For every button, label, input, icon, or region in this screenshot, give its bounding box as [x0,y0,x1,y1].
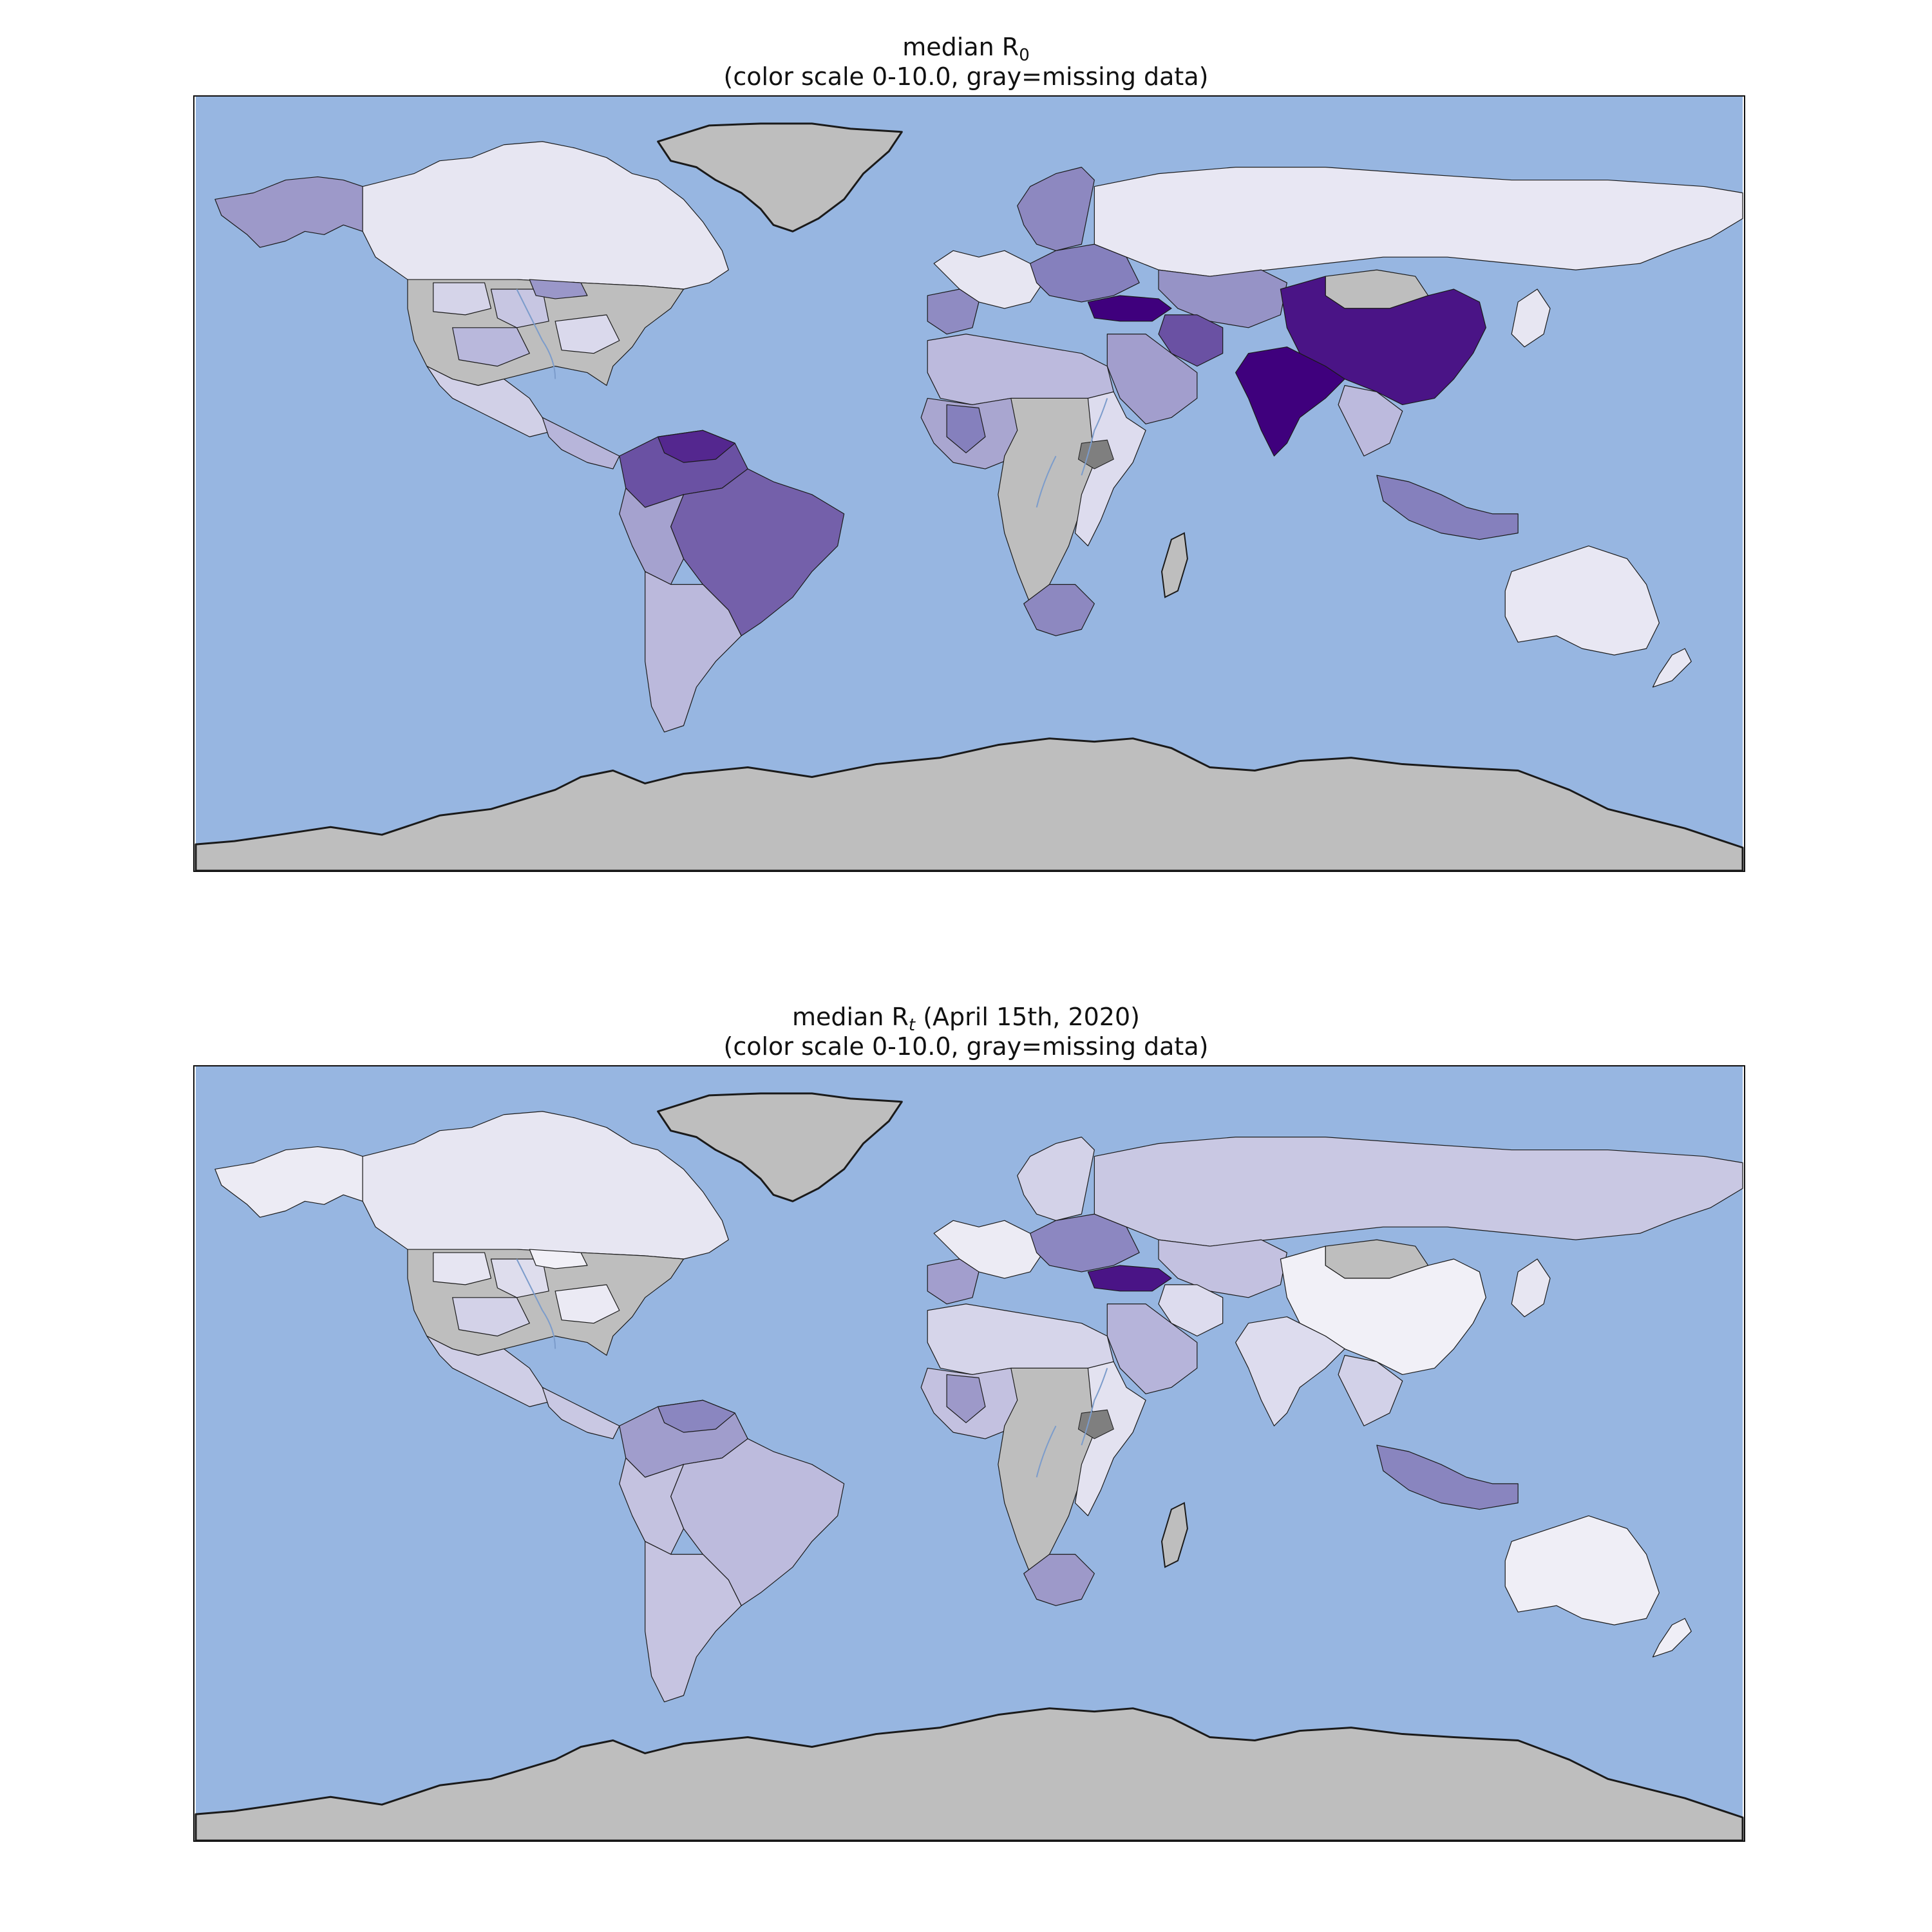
region-us-states-2 [529,279,588,299]
map-subtitle-rt: (color scale 0-10.0, gray=missing data) [723,1032,1209,1061]
region-venezuela-core [658,1399,735,1433]
region-greenland [657,1092,903,1202]
region-arabia [1106,1303,1198,1394]
region-venezuela-core [658,430,735,463]
region-us-states-4 [554,1284,620,1324]
title-text: median R [902,33,1019,61]
region-southern-cone [645,571,742,733]
region-iran [1158,1284,1224,1337]
region-iberia [927,1258,980,1305]
region-madagascar [1160,1502,1188,1568]
world-map-r0 [193,95,1745,872]
region-antarctica [194,1707,1744,1841]
region-west-africa-dark [946,404,986,453]
region-central-asia [1158,1239,1287,1298]
river-1 [1081,1368,1108,1446]
river-2 [1036,1425,1057,1478]
region-us-states-0 [433,282,492,316]
region-japan [1511,289,1551,348]
region-india [1235,346,1345,457]
map-title-r0: median R0 [0,32,1932,70]
region-central-asia [1158,269,1287,328]
region-south-sudan [1077,439,1114,469]
region-us-states-2 [529,1249,588,1269]
region-central-america [542,1387,620,1439]
title-suffix: (April 15th, 2020) [915,1003,1140,1031]
region-andes [619,488,685,585]
region-alaska [214,1146,363,1218]
title-text: median R [791,1003,909,1031]
region-indonesia [1376,1444,1519,1510]
region-south-africa [1023,1553,1095,1606]
region-southern-cone [645,1540,742,1703]
region-australia [1504,1515,1660,1625]
river-2 [1036,455,1057,508]
region-alaska [214,176,363,248]
region-turkey [1087,1265,1172,1292]
region-greenland [657,122,903,232]
region-us-states-0 [433,1252,492,1285]
map-svg-rt [194,1066,1744,1841]
region-central-america [542,417,620,469]
region-south-sudan [1077,1409,1114,1439]
region-eastern-europe [1030,243,1140,303]
title-subscript: t [908,1016,916,1035]
region-us-states-4 [554,314,620,354]
region-east-africa [1074,391,1146,547]
region-west-africa-dark [946,1374,986,1423]
river-0 [516,1258,556,1349]
world-map-rt [193,1065,1745,1842]
region-east-africa [1074,1361,1146,1517]
map-subtitle-r0: (color scale 0-10.0, gray=missing data) [723,62,1209,91]
region-antarctica [194,737,1744,871]
region-southeast-asia [1338,384,1403,457]
region-andes [619,1457,685,1555]
map-title-rt: median Rt (April 15th, 2020) [0,1002,1932,1040]
river-0 [516,289,556,379]
region-indonesia [1376,475,1519,540]
title-subscript: 0 [1019,46,1030,65]
region-us-states-3 [452,327,530,367]
region-eastern-europe [1030,1213,1140,1273]
river-1 [1081,398,1108,476]
region-arabia [1106,334,1198,424]
region-iran [1158,314,1224,367]
map-svg-r0 [194,97,1744,871]
region-us-states-3 [452,1297,530,1337]
region-south-africa [1023,583,1095,636]
region-turkey [1087,295,1172,322]
region-australia [1504,545,1660,656]
region-madagascar [1160,532,1188,598]
region-japan [1511,1258,1551,1318]
region-scandinavia [1017,167,1095,251]
region-southeast-asia [1338,1354,1403,1426]
region-brazil [670,1438,845,1606]
region-iberia [927,289,980,335]
region-nz [1652,1618,1692,1658]
region-nz [1652,648,1692,688]
region-scandinavia [1017,1137,1095,1221]
region-india [1235,1316,1345,1426]
region-brazil [670,468,845,636]
